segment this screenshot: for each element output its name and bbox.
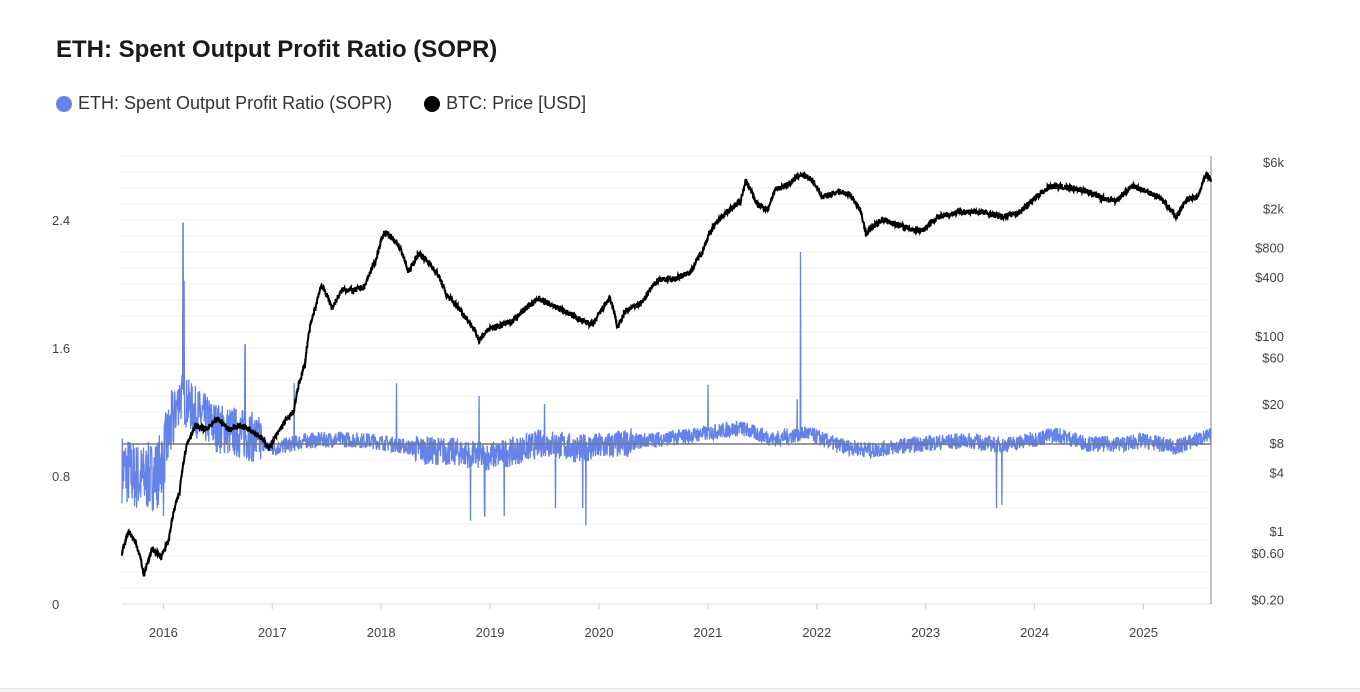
x-tick-label: 2018 <box>367 625 396 640</box>
x-tick-label: 2019 <box>476 625 505 640</box>
x-tick-label: 2021 <box>693 625 722 640</box>
x-tick-label: 2020 <box>585 625 614 640</box>
x-tick-label: 2023 <box>911 625 940 640</box>
legend-dot-btc-price <box>424 95 441 112</box>
legend-label-btc-price: BTC: Price [USD] <box>446 93 587 113</box>
y-right-tick-label: $6k <box>1263 155 1284 170</box>
y-right-tick-label: $60 <box>1262 350 1284 365</box>
y-right-tick-label: $400 <box>1255 270 1284 285</box>
chart-title: ETH: Spent Output Profit Ratio (SOPR) <box>56 36 498 63</box>
y-left-tick-label: 0.8 <box>52 469 70 484</box>
y-left-tick-label: 0 <box>52 597 59 612</box>
y-right-tick-label: $8 <box>1270 436 1284 451</box>
y-right-tick-label: $2k <box>1263 202 1284 217</box>
x-tick-label: 2016 <box>149 625 178 640</box>
y-left-tick-label: 2.4 <box>52 213 70 228</box>
y-right-tick-label: $0.60 <box>1251 546 1284 561</box>
legend-item-btc-price[interactable]: BTC: Price [USD] <box>424 93 586 114</box>
legend-label-sopr: ETH: Spent Output Profit Ratio (SOPR) <box>78 93 393 113</box>
x-tick-label: 2025 <box>1129 625 1158 640</box>
y-right-tick-label: $20 <box>1262 397 1284 412</box>
y-right-tick-label: $800 <box>1255 241 1284 256</box>
btc-price-line <box>121 170 1212 577</box>
y-right-tick-label: $100 <box>1255 329 1284 344</box>
x-tick-label: 2022 <box>802 625 831 640</box>
x-tick-label: 2024 <box>1020 625 1049 640</box>
legend-dot-sopr <box>56 95 72 112</box>
y-right-tick-label: $4 <box>1270 465 1284 480</box>
x-tick-label: 2017 <box>258 625 287 640</box>
y-right-tick-label: $1 <box>1270 524 1284 539</box>
y-right-tick-label: $0.20 <box>1251 593 1284 608</box>
y-left-tick-label: 1.6 <box>52 341 70 356</box>
legend-item-sopr[interactable]: ETH: Spent Output Profit Ratio (SOPR) <box>56 93 392 114</box>
sopr-line <box>121 222 1212 526</box>
grid-lines <box>122 155 1211 605</box>
chart-legend: ETH: Spent Output Profit Ratio (SOPR) BT… <box>56 93 618 114</box>
